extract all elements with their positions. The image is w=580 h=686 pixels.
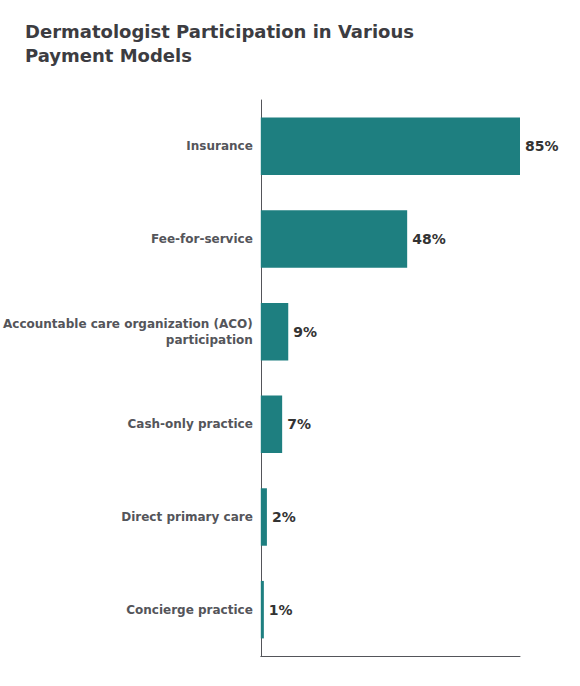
svg-text:participation: participation — [166, 333, 253, 347]
svg-text:Concierge practice: Concierge practice — [126, 603, 253, 617]
svg-text:2%: 2% — [272, 509, 296, 525]
svg-text:Accountable care organization: Accountable care organization (ACO) — [3, 317, 253, 331]
svg-text:48%: 48% — [412, 231, 446, 247]
svg-text:9%: 9% — [293, 324, 317, 340]
svg-text:Payment Models: Payment Models — [25, 45, 192, 66]
svg-text:Fee-for-service: Fee-for-service — [151, 232, 253, 246]
svg-text:Direct primary care: Direct primary care — [121, 510, 253, 524]
svg-text:85%: 85% — [525, 138, 559, 154]
svg-text:1%: 1% — [269, 602, 293, 618]
svg-text:Dermatologist Participation in: Dermatologist Participation in Various — [25, 21, 414, 42]
svg-text:Insurance: Insurance — [186, 139, 253, 153]
svg-text:7%: 7% — [287, 416, 311, 432]
svg-text:Cash-only practice: Cash-only practice — [128, 417, 253, 431]
